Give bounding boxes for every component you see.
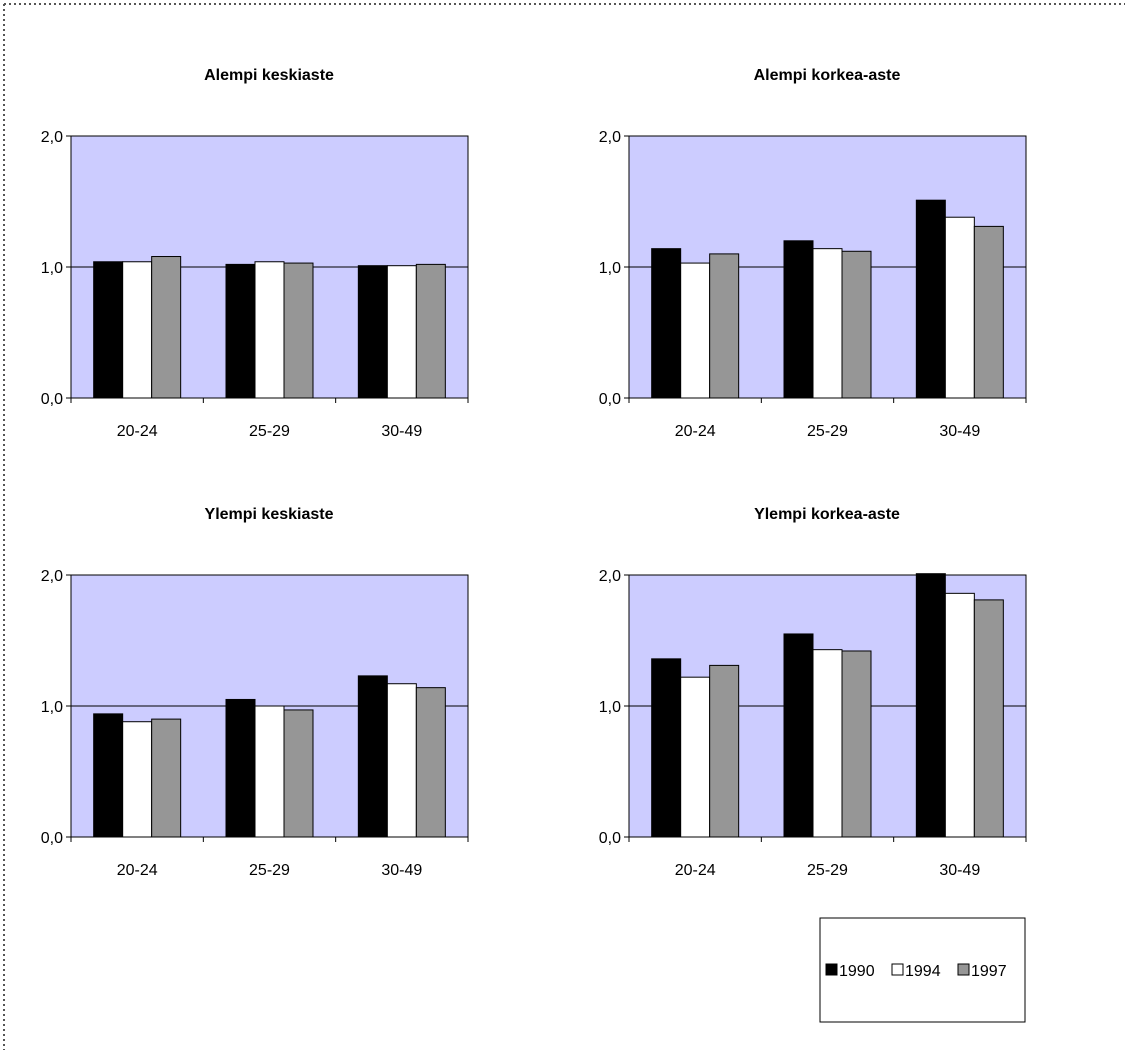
x-tick-label: 30-49 — [939, 423, 980, 440]
bar-1990-20-24 — [651, 658, 682, 838]
bar-1994-30-49 — [944, 216, 975, 399]
bar-1994-20-24 — [680, 262, 711, 399]
bar-1997-20-24 — [151, 718, 182, 838]
bar-1997-30-49 — [973, 225, 1004, 399]
bar-1994-25-29 — [812, 248, 843, 399]
bar-1997-25-29 — [841, 250, 872, 399]
y-tick-label: 2,0 — [599, 129, 621, 146]
bar-1990-20-24 — [651, 248, 682, 399]
bar-1997-30-49 — [415, 263, 446, 399]
x-tick-label: 25-29 — [807, 423, 848, 440]
y-tick-label: 0,0 — [41, 391, 63, 408]
y-tick-label: 2,0 — [41, 129, 63, 146]
bar-1990-30-49 — [357, 675, 388, 838]
bar-1994-20-24 — [680, 676, 711, 838]
legend-label-1990: 1990 — [839, 963, 875, 980]
bar-1990-20-24 — [93, 261, 124, 399]
legend-label-1997: 1997 — [971, 963, 1007, 980]
bar-1997-25-29 — [283, 709, 314, 838]
bar-1990-30-49 — [915, 573, 946, 838]
bar-1990-25-29 — [783, 240, 814, 399]
bar-1994-25-29 — [812, 649, 843, 838]
chart-title: Ylempi keskiaste — [205, 506, 334, 523]
bar-1997-30-49 — [973, 599, 1004, 838]
chart-title: Alempi korkea-aste — [754, 67, 901, 84]
x-tick-label: 25-29 — [249, 423, 290, 440]
bar-1997-25-29 — [283, 262, 314, 399]
chart-title: Ylempi korkea-aste — [754, 506, 900, 523]
bar-1990-30-49 — [357, 265, 388, 399]
bar-1990-25-29 — [225, 263, 256, 399]
bar-1997-20-24 — [151, 256, 182, 399]
bar-1994-30-49 — [386, 683, 417, 838]
legend-swatch-1997 — [957, 963, 970, 976]
bar-1994-30-49 — [944, 592, 975, 838]
y-tick-label: 2,0 — [599, 568, 621, 585]
y-tick-label: 0,0 — [41, 830, 63, 847]
x-tick-label: 20-24 — [117, 862, 158, 879]
bar-1997-25-29 — [841, 650, 872, 838]
x-tick-label: 20-24 — [117, 423, 158, 440]
legend-swatch-1994 — [891, 963, 904, 976]
bar-1997-20-24 — [709, 664, 740, 838]
bar-1994-20-24 — [122, 261, 153, 399]
bar-1997-20-24 — [709, 253, 740, 399]
x-tick-label: 30-49 — [381, 862, 422, 879]
bar-1994-20-24 — [122, 721, 153, 838]
bar-1994-25-29 — [254, 705, 285, 838]
y-tick-label: 1,0 — [599, 699, 621, 716]
x-tick-label: 25-29 — [807, 862, 848, 879]
bar-1997-30-49 — [415, 687, 446, 838]
legend-box — [819, 917, 1026, 1023]
y-tick-label: 1,0 — [599, 260, 621, 277]
bar-1990-30-49 — [915, 199, 946, 399]
y-tick-label: 1,0 — [41, 699, 63, 716]
bar-1990-25-29 — [783, 633, 814, 838]
legend-label-1994: 1994 — [905, 963, 941, 980]
bar-1994-25-29 — [254, 261, 285, 399]
y-tick-label: 1,0 — [41, 260, 63, 277]
x-tick-label: 30-49 — [381, 423, 422, 440]
x-tick-label: 30-49 — [939, 862, 980, 879]
x-tick-label: 20-24 — [675, 423, 716, 440]
bar-1990-20-24 — [93, 713, 124, 838]
x-tick-label: 25-29 — [249, 862, 290, 879]
y-tick-label: 0,0 — [599, 391, 621, 408]
bar-1994-30-49 — [386, 265, 417, 399]
legend-swatch-1990 — [825, 963, 838, 976]
bar-1990-25-29 — [225, 698, 256, 838]
chart-title: Alempi keskiaste — [204, 67, 334, 84]
x-tick-label: 20-24 — [675, 862, 716, 879]
y-tick-label: 2,0 — [41, 568, 63, 585]
y-tick-label: 0,0 — [599, 830, 621, 847]
